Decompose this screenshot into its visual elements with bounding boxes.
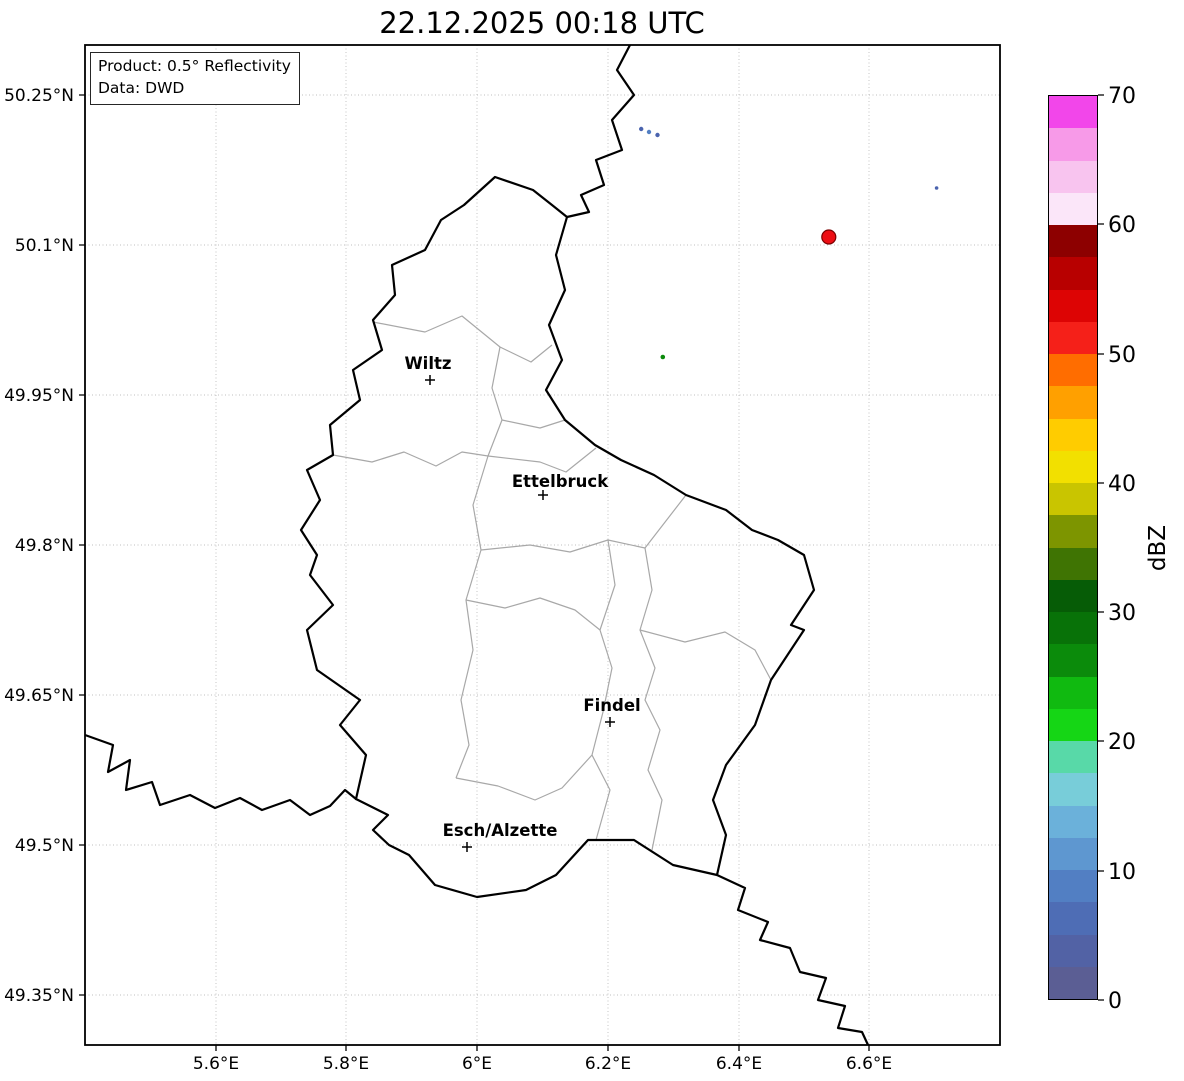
canton-border (591, 539, 616, 756)
radar-echoes (639, 126, 939, 360)
colorbar-segment (1049, 837, 1097, 870)
lon-tick-label: 6°E (462, 1054, 492, 1074)
colorbar-segment (1049, 676, 1097, 709)
lon-tick-label: 6.2°E (585, 1054, 631, 1074)
colorbar-segment (1049, 354, 1097, 387)
country-borders (85, 45, 870, 1045)
plot-title: 22.12.2025 00:18 UTC (379, 6, 705, 40)
colorbar-ticks (1098, 94, 1104, 1001)
city-marker-ettelbruck (538, 490, 548, 500)
product-info-line: Product: 0.5° Reflectivity (98, 57, 291, 75)
colorbar-segment (1049, 934, 1097, 967)
colorbar-segment (1049, 966, 1097, 999)
city-marker-wiltz (425, 375, 435, 385)
city-label-findel: Findel (583, 696, 640, 715)
colorbar-segment (1049, 257, 1097, 290)
city-label-wiltz: Wiltz (404, 354, 451, 373)
gridlines-horizontal (85, 94, 1000, 996)
colorbar-segment (1049, 160, 1097, 193)
canton-border (480, 494, 687, 553)
city-markers (425, 375, 615, 852)
colorbar-segment (1049, 612, 1097, 645)
colorbar-segment (1049, 547, 1097, 580)
canton-border (639, 547, 663, 851)
canton-border (465, 597, 601, 631)
lat-tick-label: 49.35°N (4, 986, 74, 1006)
colorbar-segment (1049, 128, 1097, 161)
axis-ticks-bottom (215, 1045, 870, 1051)
colorbar-segment (1049, 225, 1097, 258)
colorbar-segment (1049, 418, 1097, 451)
lon-tick-label: 5.6°E (193, 1054, 239, 1074)
lat-tick-label: 49.5°N (15, 836, 74, 856)
colorbar-segment (1049, 870, 1097, 903)
colorbar-segment (1049, 515, 1097, 548)
france-germany-border (715, 873, 870, 1045)
lat-tick-label: 50.25°N (4, 86, 74, 106)
colorbar-tick-label: 50 (1108, 343, 1136, 368)
colorbar-segment (1049, 386, 1097, 419)
city-label-esch: Esch/Alzette (443, 821, 558, 840)
colorbar-tick-label: 60 (1108, 213, 1136, 238)
city-label-ettelbruck: Ettelbruck (512, 472, 609, 491)
belgium-germany-border (565, 45, 636, 219)
radar-echo-light (655, 132, 660, 138)
colorbar-tick-label: 20 (1108, 730, 1136, 755)
canton-border (487, 447, 597, 473)
lon-tick-label: 6.4°E (716, 1054, 762, 1074)
canton-borders (332, 315, 772, 851)
radar-echo-strong-cell (821, 229, 837, 245)
colorbar-tick-label: 70 (1108, 84, 1136, 109)
lat-tick-label: 50.1°N (15, 236, 74, 256)
colorbar-unit-label: dBZ (1145, 525, 1171, 571)
colorbar-segment (1049, 289, 1097, 322)
canton-border (591, 754, 611, 841)
radar-echo-light (646, 129, 652, 135)
colorbar-segment (1049, 708, 1097, 741)
axis-ticks-left (79, 94, 85, 996)
colorbar-segment (1049, 644, 1097, 677)
colorbar-tick-label: 10 (1108, 860, 1136, 885)
lon-tick-label: 5.8°E (323, 1054, 369, 1074)
lat-tick-label: 49.65°N (4, 686, 74, 706)
colorbar-tick-label: 30 (1108, 601, 1136, 626)
colorbar-segment (1049, 579, 1097, 612)
lat-tick-label: 49.95°N (4, 386, 74, 406)
colorbar-segment (1049, 96, 1097, 129)
lat-tick-label: 49.8°N (15, 536, 74, 556)
colorbar-tick-label: 0 (1108, 989, 1122, 1014)
canton-border (332, 451, 489, 467)
city-marker-findel (605, 717, 615, 727)
lon-tick-label: 6.6°E (846, 1054, 892, 1074)
product-info-box: Product: 0.5° Reflectivity Data: DWD (90, 52, 300, 105)
colorbar-segment (1049, 450, 1097, 483)
colorbar-segment (1049, 321, 1097, 354)
colorbar-gradient (1048, 95, 1098, 1000)
radar-echo-moderate (660, 354, 666, 360)
canton-border (372, 315, 553, 363)
colorbar-tick-label: 40 (1108, 472, 1136, 497)
city-marker-esch (462, 842, 472, 852)
canton-border (501, 419, 566, 429)
colorbar-segment (1049, 773, 1097, 806)
france-belgium-border (85, 733, 358, 817)
colorbar-segment (1049, 483, 1097, 516)
canton-border (455, 754, 593, 801)
colorbar-segment (1049, 902, 1097, 935)
canton-border (455, 455, 489, 779)
colorbar-segment (1049, 805, 1097, 838)
canton-border (639, 629, 772, 681)
colorbar-segment (1049, 741, 1097, 774)
colorbar-segment (1049, 192, 1097, 225)
luxembourg-border (299, 175, 816, 899)
data-source-line: Data: DWD (98, 79, 185, 98)
city-labels: Wiltz Ettelbruck Findel Esch/Alzette (404, 354, 640, 840)
radar-echo-light (639, 126, 644, 132)
radar-echo-light (934, 186, 939, 190)
canton-border (487, 346, 503, 457)
